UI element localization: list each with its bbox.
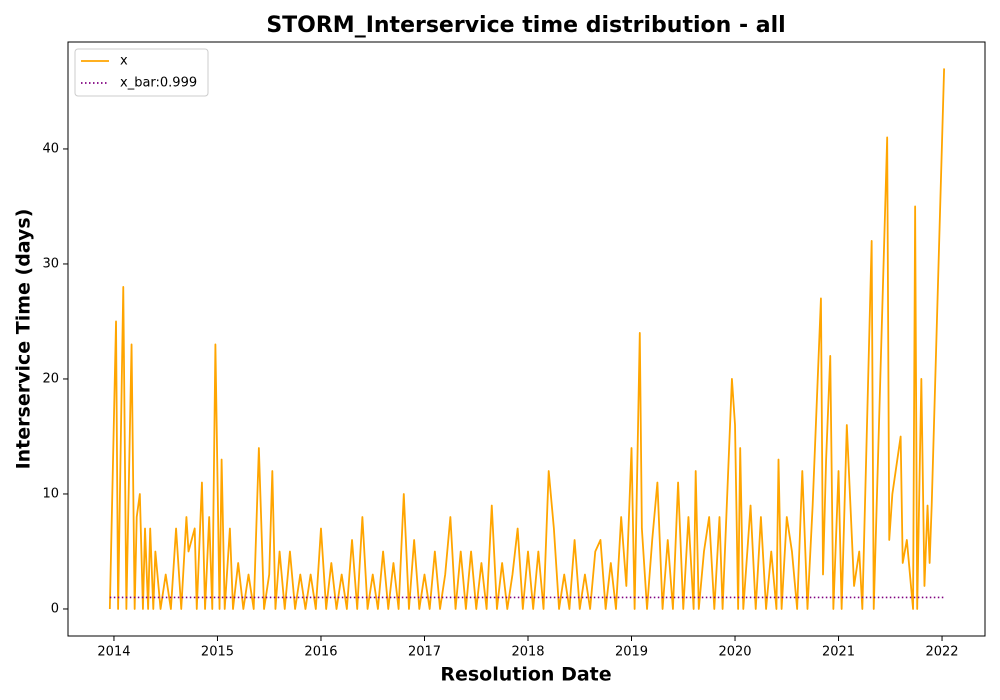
legend-label: x_bar:0.999 (120, 76, 197, 91)
chart-title: STORM_Interservice time distribution - a… (266, 13, 785, 38)
y-tick-label: 0 (51, 601, 59, 616)
legend-label: x (120, 54, 128, 69)
x-tick-label: 2020 (718, 645, 751, 660)
x-tick-label: 2022 (925, 645, 958, 660)
plot-frame (67, 41, 986, 637)
x-tick-label: 2014 (97, 645, 130, 660)
y-tick-label: 30 (42, 256, 59, 271)
x-tick-label: 2019 (615, 645, 648, 660)
x-tick-label: 2015 (201, 645, 234, 660)
x-tick-label: 2016 (304, 645, 337, 660)
y-tick-label: 10 (42, 486, 59, 501)
x-tick-label: 2021 (822, 645, 855, 660)
x-tick-label: 2018 (511, 645, 544, 660)
y-tick-label: 20 (42, 371, 59, 386)
line-series (108, 68, 946, 610)
y-axis-label: Interservice Time (days) (13, 209, 35, 470)
x-tick-label: 2017 (408, 645, 441, 660)
x-axis-label: Resolution Date (440, 664, 611, 686)
y-tick-label: 40 (42, 141, 59, 156)
